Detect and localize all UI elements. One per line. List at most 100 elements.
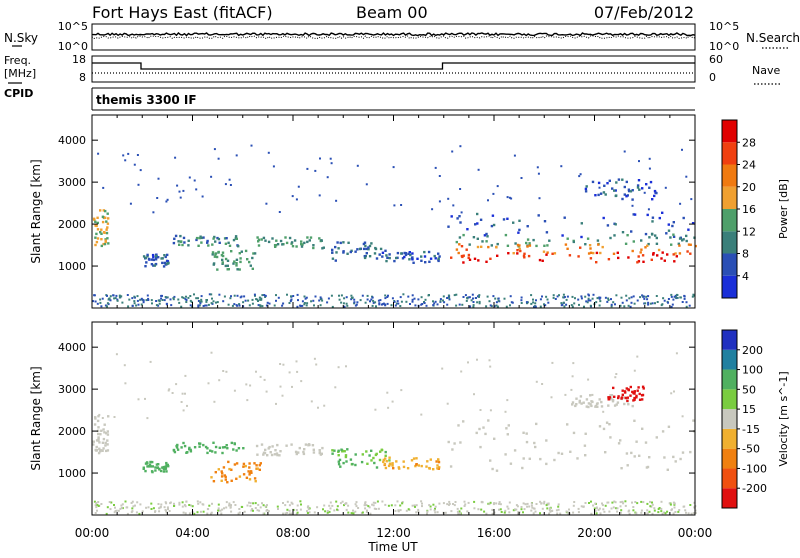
echo-cell (623, 402, 626, 406)
echo-cell (147, 465, 151, 468)
speckle-cell (488, 503, 491, 506)
echo-cell (495, 469, 499, 472)
speckle-cell (312, 299, 315, 302)
echo-cell (518, 219, 521, 222)
speckle-cell (230, 504, 232, 507)
speckle-cell (366, 294, 369, 297)
echo-cell (522, 457, 525, 460)
colorbar-swatch (722, 231, 737, 254)
echo-cell (548, 239, 551, 242)
speckle-cell (565, 298, 568, 301)
echo-cell (689, 252, 692, 255)
speckle-cell (532, 512, 535, 515)
speckle-cell (188, 504, 191, 506)
speckle-cell (420, 500, 423, 503)
echo-cell (566, 423, 569, 426)
speckle-cell (684, 509, 687, 512)
echo-cell (103, 431, 106, 434)
echo-cell (596, 405, 599, 408)
speckle-cell (243, 510, 246, 513)
echo-region (584, 178, 658, 201)
echo-region (571, 394, 634, 409)
echo-cell (221, 262, 224, 265)
echo-cell (625, 180, 628, 184)
scatter-cell (133, 163, 136, 166)
scatter-cell (123, 364, 126, 367)
speckle-cell (546, 507, 549, 510)
echo-cell (619, 439, 622, 442)
echo-cell (651, 198, 654, 201)
y-tick-label: 1000 (58, 260, 86, 273)
speckle-cell (667, 298, 670, 300)
speckle-cell (128, 298, 131, 301)
echo-cell (479, 218, 483, 221)
echo-cell (230, 250, 233, 253)
colorbar-swatch (722, 120, 737, 143)
speckle-cell (92, 300, 95, 303)
echo-cell (101, 215, 105, 218)
echo-cell (401, 257, 405, 260)
echo-cell (251, 256, 254, 260)
scatter-cell (685, 175, 688, 178)
speckle-cell (480, 508, 483, 511)
speckle-cell (185, 295, 187, 298)
echo-cell (199, 442, 202, 445)
speckle-cell (505, 305, 508, 308)
speckle-cell (456, 507, 459, 510)
speckle-cell (432, 300, 434, 303)
speckle-cell (157, 503, 160, 505)
echo-cell (383, 463, 387, 466)
speckle-cell (603, 510, 606, 513)
speckle-cell (257, 304, 260, 307)
speckle-cell (109, 508, 112, 511)
speckle-cell (395, 302, 398, 305)
echo-cell (637, 386, 640, 389)
echo-cell (225, 237, 228, 240)
echo-cell (247, 470, 250, 473)
speckle-cell (539, 512, 541, 515)
echo-cell (638, 398, 642, 401)
echo-cell (96, 216, 99, 219)
echo-cell (235, 477, 238, 480)
speckle-cell (160, 503, 163, 506)
speckle-cell (304, 297, 307, 300)
speckle-cell (601, 504, 604, 507)
speckle-cell (265, 304, 268, 307)
scatter-cell (272, 165, 275, 168)
echo-cell (216, 236, 219, 240)
echo-cell (384, 249, 387, 252)
speckle-cell (693, 294, 696, 297)
speckle-cell (296, 293, 299, 296)
echo-cell (152, 264, 155, 267)
scatter-cell (139, 169, 142, 172)
speckle-cell (494, 297, 497, 300)
speckle-cell (303, 302, 306, 304)
echo-cell (681, 451, 685, 454)
speckle-cell (114, 510, 117, 512)
echo-cell (346, 252, 349, 255)
echo-cell (496, 254, 499, 257)
speckle-cell (526, 302, 528, 305)
echo-cell (262, 236, 266, 240)
speckle-cell (127, 305, 130, 308)
speckle-cell (470, 299, 473, 302)
echo-cell (631, 198, 634, 201)
echo-cell (610, 394, 614, 397)
speckle-cell (289, 300, 292, 303)
echo-cell (603, 184, 606, 187)
speckle-cell (238, 511, 241, 514)
speckle-cell (367, 505, 370, 508)
speckle-cell (478, 294, 481, 297)
echo-cell (214, 240, 217, 243)
speckle-cell (93, 500, 96, 503)
speckle-cell (200, 295, 203, 298)
x-tick-label: 20:00 (577, 526, 612, 540)
speckle-cell (306, 506, 309, 509)
echo-cell (583, 444, 587, 447)
echo-cell (412, 261, 415, 264)
scatter-cell (460, 370, 463, 373)
echo-cell (606, 182, 609, 185)
echo-cell (655, 242, 659, 245)
speckle-cell (660, 510, 663, 513)
echo-cell (588, 244, 592, 247)
